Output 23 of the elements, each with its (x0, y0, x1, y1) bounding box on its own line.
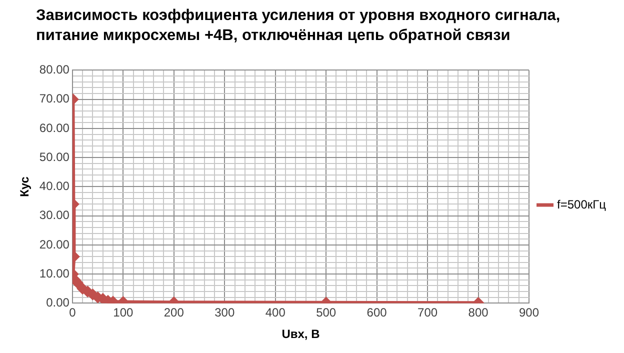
x-tick-label: 100 (113, 306, 134, 320)
legend-label: f=500кГц (557, 197, 606, 212)
x-tick-label: 0 (69, 306, 76, 320)
y-tick-label: 60.00 (39, 120, 70, 135)
x-tick-label: 400 (265, 306, 286, 320)
x-tick-label: 700 (418, 306, 438, 320)
y-tick-label: 50.00 (39, 150, 70, 164)
y-tick-label: 80.00 (39, 62, 70, 77)
x-tick-label: 800 (468, 306, 489, 320)
x-tick-label: 600 (366, 306, 388, 320)
y-axis-title: Кус (18, 176, 32, 197)
y-tick-label: 40.00 (39, 179, 70, 194)
x-axis-title: Uвх, В (282, 327, 320, 342)
y-tick-label: 30.00 (39, 208, 70, 222)
x-tick-label: 300 (214, 306, 235, 320)
x-tick-label: 500 (316, 306, 336, 320)
x-tick-label: 200 (164, 306, 184, 320)
y-tick-label: 20.00 (39, 237, 70, 252)
y-tick-label: 10.00 (39, 266, 70, 280)
x-tick-label: 900 (519, 306, 540, 320)
y-tick-label: 0.00 (46, 296, 70, 310)
chart-title: Зависимость коэффициента усиления от уровня входного сигнала, питание микросхемы +4В, отключённая цепь обратной связи (36, 6, 562, 46)
y-tick-label: 70.00 (39, 92, 70, 106)
